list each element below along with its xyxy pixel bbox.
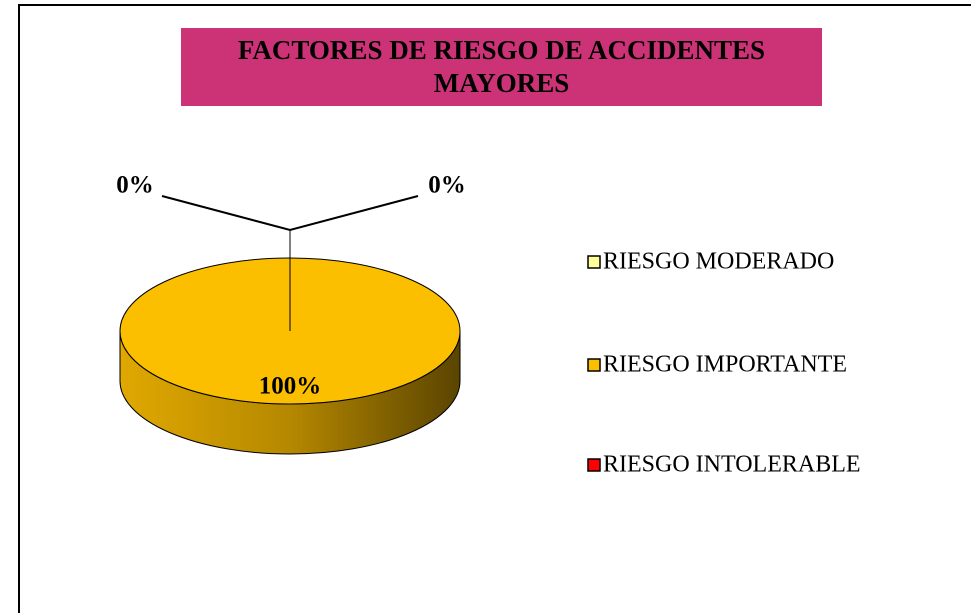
legend-swatch: [587, 255, 601, 269]
legend-swatch: [587, 358, 601, 372]
leader-line: [161, 195, 419, 232]
legend-label: RIESGO INTOLERABLE: [603, 452, 861, 478]
data-label: 0%: [116, 172, 154, 199]
legend-label: RIESGO MODERADO: [603, 249, 834, 275]
chart-title: FACTORES DE RIESGO DE ACCIDENTES MAYORES: [181, 28, 822, 106]
data-label: 100%: [259, 373, 322, 400]
data-label: 0%: [428, 172, 466, 199]
legend-swatch: [587, 458, 601, 472]
legend-label: RIESGO IMPORTANTE: [603, 352, 847, 378]
chart-frame: [18, 4, 971, 613]
